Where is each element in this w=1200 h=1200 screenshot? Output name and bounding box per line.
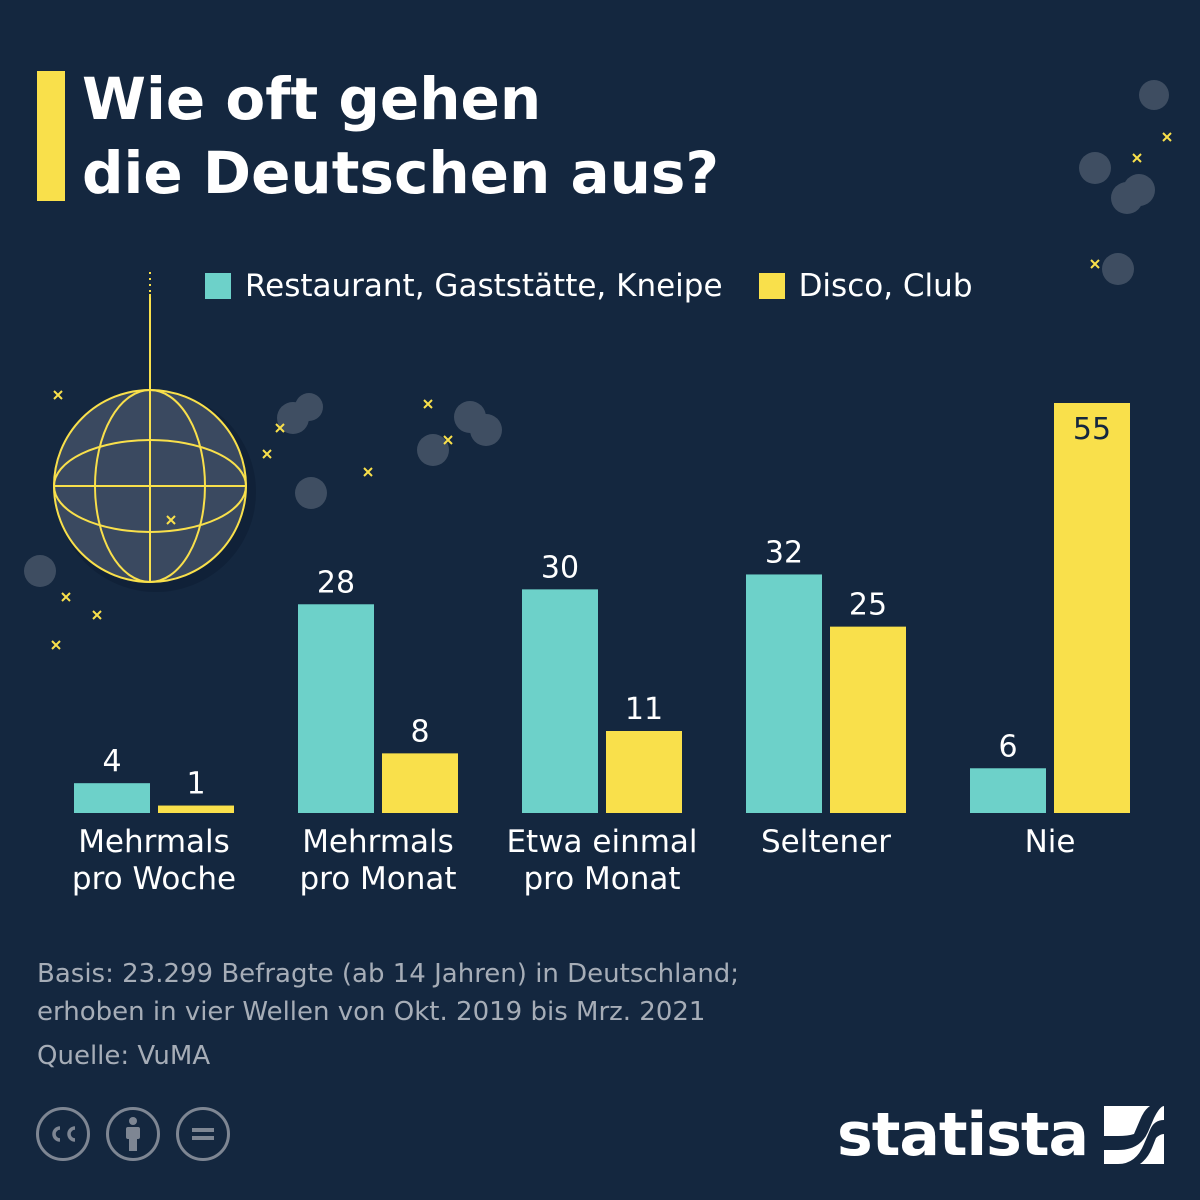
chart-title-line-1: Wie oft gehen <box>82 65 542 133</box>
bar-restaurant-2 <box>522 589 598 813</box>
category-label-0-line-0: Mehrmals <box>78 824 230 860</box>
decorative-sparkles <box>51 132 1172 650</box>
data-label-disco-0: 1 <box>186 767 205 802</box>
legend-swatch-restaurant <box>205 273 231 299</box>
no-derivatives-icon[interactable] <box>176 1107 230 1161</box>
data-label-disco-4: 55 <box>1073 412 1111 447</box>
bar-disco-0 <box>158 805 234 813</box>
bar-disco-2 <box>606 731 682 813</box>
category-label-1-line-1: pro Monat <box>299 861 456 897</box>
brand[interactable]: statista <box>837 1100 1164 1170</box>
data-label-disco-2: 11 <box>625 692 663 727</box>
data-label-restaurant-4: 6 <box>998 729 1017 764</box>
bar-restaurant-1 <box>298 604 374 813</box>
bar-restaurant-0 <box>74 783 150 813</box>
category-label-2-line-0: Etwa einmal <box>506 824 697 860</box>
category-label-3-line-0: Seltener <box>761 824 891 860</box>
basis-note-line-2: erhoben in vier Wellen von Okt. 2019 bis… <box>37 997 706 1027</box>
title-accent-bar <box>37 71 65 201</box>
chart-legend: Restaurant, Gaststätte, Kneipe Disco, Cl… <box>205 266 1009 306</box>
data-label-disco-1: 8 <box>410 714 429 749</box>
category-label-4-line-0: Nie <box>1025 824 1076 860</box>
data-label-disco-3: 25 <box>849 588 887 623</box>
brand-name: statista <box>836 1100 1089 1170</box>
basis-note-line-1: Basis: 23.299 Befragte (ab 14 Jahren) in… <box>37 959 740 989</box>
disco-ball-icon <box>53 272 256 592</box>
source-note: Quelle: VuMA <box>37 1041 211 1071</box>
legend-item-disco: Disco, Club <box>758 268 973 304</box>
legend-swatch-disco <box>758 273 785 299</box>
legend-label-disco: Disco, Club <box>798 268 973 304</box>
category-label-1-line-0: Mehrmals <box>302 824 454 860</box>
cc-icon[interactable] <box>36 1107 90 1161</box>
attribution-icon[interactable] <box>106 1107 160 1161</box>
bar-restaurant-4 <box>970 768 1046 813</box>
data-label-restaurant-1: 28 <box>317 565 355 600</box>
data-label-restaurant-2: 30 <box>541 550 579 585</box>
bar-disco-4 <box>1054 403 1130 813</box>
data-label-restaurant-3: 32 <box>765 535 803 570</box>
chart-title-line-2: die Deutschen aus? <box>82 139 720 207</box>
decorative-bubbles <box>24 80 1169 587</box>
footer-notes: Basis: 23.299 Befragte (ab 14 Jahren) in… <box>37 955 739 1075</box>
bar-disco-3 <box>830 626 906 813</box>
bar-restaurant-3 <box>746 574 822 813</box>
data-label-restaurant-0: 4 <box>102 744 121 779</box>
category-label-0-line-1: pro Woche <box>72 861 236 897</box>
legend-label-restaurant: Restaurant, Gaststätte, Kneipe <box>245 268 723 304</box>
statista-logo-icon <box>1104 1106 1164 1164</box>
bar-disco-1 <box>382 753 458 813</box>
license-icons <box>36 1107 246 1161</box>
legend-item-restaurant: Restaurant, Gaststätte, Kneipe <box>205 268 723 304</box>
category-label-2-line-1: pro Monat <box>523 861 680 897</box>
chart-title: Wie oft gehen die Deutschen aus? <box>82 62 719 210</box>
